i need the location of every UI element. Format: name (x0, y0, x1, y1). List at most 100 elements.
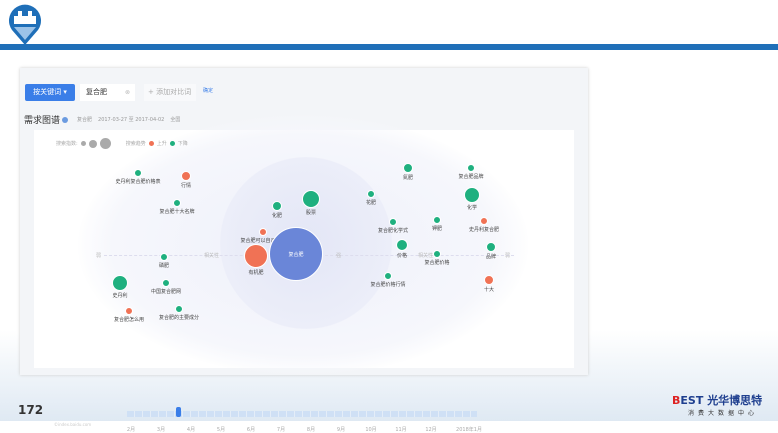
legend-up: 上升 (156, 141, 167, 147)
header-bar (0, 44, 778, 50)
screenshot-panel: 按关键词 ▾ 复合肥 ⊗ + 添加对比词 确定 需求图谱 复合肥 2017-03-2… (20, 68, 588, 433)
bubble[interactable] (112, 275, 128, 291)
brand-logo: BEST 光华博思特 消费大数据中心 (672, 392, 762, 417)
bubble[interactable] (160, 253, 168, 261)
bubble[interactable] (486, 242, 496, 252)
bubble[interactable] (269, 227, 323, 281)
timeline-month: 4月 (186, 427, 196, 433)
bubble-label: 复合肥怎么用 (113, 317, 145, 323)
brand-est: EST (680, 394, 704, 407)
timeline-handle[interactable] (176, 407, 181, 417)
bubble[interactable] (403, 163, 413, 173)
keyword-value: 复合肥 (86, 88, 107, 96)
bubble-label: 复合肥价格 (424, 260, 450, 266)
down-dot-icon (169, 141, 175, 146)
watermark: ©index.baidu.com (54, 422, 92, 427)
brand-cn: 光华博思特 (707, 394, 763, 407)
bubble[interactable] (467, 164, 475, 172)
bubble-label: 复合肥价格行情 (370, 282, 406, 288)
legend-trend-label: 搜索趋势 (125, 141, 146, 147)
timeline-month: 11月 (395, 427, 407, 433)
bubble-label: 价格 (396, 253, 408, 259)
bubble-label: 有机肥 (248, 270, 264, 276)
timeline-month: 10月 (365, 427, 377, 433)
bubble[interactable] (162, 279, 170, 287)
axis-relevance-right: 相关性 (418, 253, 434, 259)
bubble-label: 花肥 (365, 200, 377, 206)
meta-date: 2017-03-27 至 2017-04-02 (98, 117, 165, 123)
add-compare-button[interactable]: + 添加对比词 (144, 84, 196, 101)
bubble-label: 复合肥的主要成分 (158, 315, 200, 321)
brand-tagline: 消费大数据中心 (688, 410, 759, 417)
bubble-label: 史丹利 (112, 293, 128, 299)
bubble-label: 史丹利复合肥价格表 (115, 179, 161, 185)
page-number: 172 (18, 403, 44, 417)
bubble[interactable] (384, 272, 392, 280)
bubble[interactable] (302, 190, 320, 208)
bubble-label: 中国复合肥网 (150, 289, 182, 295)
size-large-icon (99, 138, 111, 149)
keyword-input[interactable]: 复合肥 ⊗ (80, 84, 135, 101)
bubble-label: 十大 (483, 287, 495, 293)
section-title: 需求图谱 (24, 113, 69, 126)
timeline-month: 12月 (425, 427, 437, 433)
axis-relevance-left: 相关性 (204, 253, 220, 259)
bubble[interactable] (259, 228, 267, 236)
bubble-label: 复合肥十大名牌 (159, 209, 195, 215)
bubble[interactable] (367, 190, 375, 198)
help-icon[interactable] (62, 117, 69, 123)
confirm-button[interactable]: 确定 (203, 88, 214, 94)
bubble[interactable] (125, 307, 133, 315)
timeline-month: 9月 (336, 427, 346, 433)
meta-region: 全国 (170, 117, 181, 123)
timeline-month: 5月 (216, 427, 226, 433)
section-meta: 复合肥 2017-03-27 至 2017-04-02 全国 (77, 116, 186, 123)
bubble-label: 史丹利复合肥 (468, 227, 500, 233)
meta-keyword: 复合肥 (77, 117, 93, 123)
bubble-label: 氮肥 (402, 175, 414, 181)
bubble[interactable] (480, 217, 488, 225)
timeline-month: 2月 (126, 427, 136, 433)
legend-down: 下降 (177, 141, 188, 147)
timeline-month: 2018年1月 (456, 427, 482, 433)
bubble[interactable] (484, 275, 494, 285)
bubble-label: 钾肥 (431, 226, 443, 232)
timeline-month: 8月 (306, 427, 316, 433)
bubble-label: 股票 (305, 210, 317, 216)
clear-icon[interactable]: ⊗ (124, 89, 130, 96)
bubble-label: 磷肥 (158, 263, 170, 269)
axis-weak-left: 弱 (96, 253, 102, 259)
legend: 搜索指数: 搜索趋势 上升 下降 (56, 138, 188, 149)
bubble[interactable] (181, 171, 191, 181)
legend-index-label: 搜索指数: (56, 141, 78, 147)
brand-b: B (672, 394, 681, 407)
bubble-label: 复合肥可以自己做吗 (240, 238, 286, 244)
demand-graph: 搜索指数: 搜索趋势 上升 下降 弱 相关性 强 相关性 弱 史丹利复合肥价格表… (34, 115, 574, 433)
bubble-label: 复合肥 (288, 252, 304, 258)
bubble-label: 复合肥化学式 (377, 228, 409, 234)
bubble[interactable] (134, 169, 142, 177)
bubble-label: 化肥 (271, 213, 283, 219)
bubble[interactable] (396, 239, 408, 251)
size-small-icon (80, 141, 86, 146)
timeline-slider[interactable] (127, 407, 477, 417)
keyword-mode-button[interactable]: 按关键词 ▾ (25, 84, 75, 101)
bubble[interactable] (175, 305, 183, 313)
bubble-label: 复合肥品牌 (458, 174, 484, 180)
bubble[interactable] (244, 244, 268, 268)
timeline-month: 3月 (156, 427, 166, 433)
bubble[interactable] (433, 216, 441, 224)
section-title-text: 需求图谱 (24, 116, 61, 126)
bubble[interactable] (433, 250, 441, 258)
bubble[interactable] (464, 187, 480, 203)
bubble[interactable] (173, 199, 181, 207)
axis-weak-right: 弱 (505, 253, 511, 259)
bubble[interactable] (272, 201, 282, 211)
timeline-month: 6月 (246, 427, 256, 433)
size-medium-icon (88, 139, 97, 148)
bubble[interactable] (389, 218, 397, 226)
axis-strong: 强 (336, 253, 342, 259)
bubble-label: 化学 (466, 205, 478, 211)
timeline-month: 7月 (276, 427, 286, 433)
logo-icon (9, 4, 42, 45)
